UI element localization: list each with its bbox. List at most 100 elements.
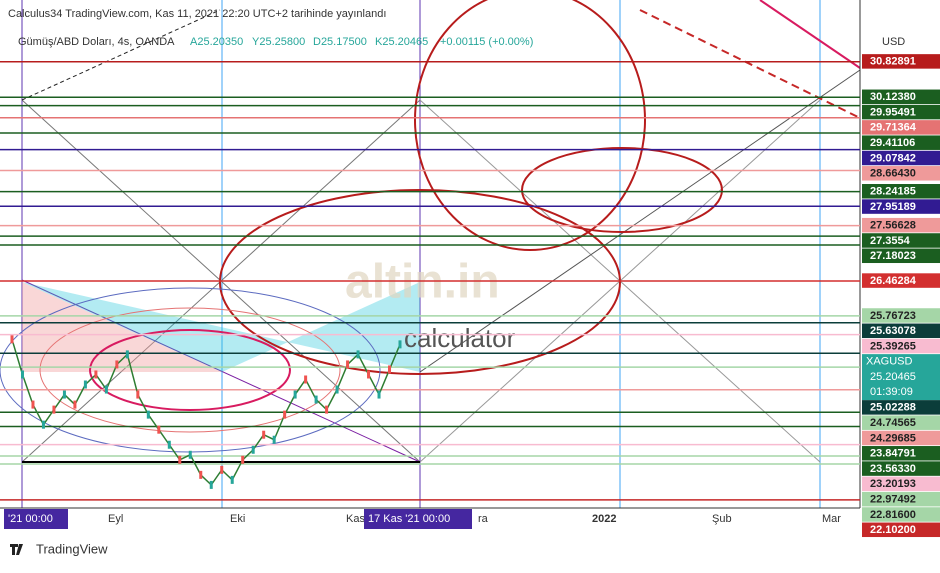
x-tick-label: '21 00:00 [8,513,53,525]
candle [346,360,350,369]
y-tick-label: 29.41106 [870,137,915,149]
price-label-box [862,104,940,120]
y-tick-label: 29.71364 [870,122,917,134]
candle [367,370,371,379]
chart-title: Calculus34 TradingView.com, Kas 11, 2021… [8,8,386,20]
candle [272,435,276,444]
candle [41,420,45,429]
footer: TradingView [36,541,108,556]
price-label-box [862,446,940,461]
candle [220,465,224,474]
y-tick-label: 29.07842 [870,152,916,164]
x-tick-label: Şub [712,513,732,525]
price-label-box [862,400,940,415]
y-tick-label: 30.82891 [870,56,916,68]
price-label-box [862,184,940,199]
candle [262,430,266,439]
candle [241,455,245,464]
x-tick-label: Eyl [108,513,123,525]
candle [83,380,87,389]
x-label-box [364,509,472,529]
price-line [11,339,401,487]
candle [10,335,14,344]
y-tick-label: 27.3554 [870,235,911,247]
x-tick-label: ra [478,513,489,525]
countdown: 01:39:09 [870,386,913,398]
y-tick-label: 26.46284 [870,275,917,287]
candle [293,390,297,399]
price-label-box [862,323,940,339]
y-tick-label: 25.76723 [870,310,916,322]
candle [398,340,402,349]
last-price-tag: XAGUSD [866,356,913,368]
price-label-box [862,273,940,288]
candle [167,440,171,449]
logo [10,544,23,555]
price-label-box [862,308,940,323]
last-price: 25.20465 [870,371,916,383]
candle [377,390,381,399]
candle [94,370,98,379]
watermark: altin.in [345,256,500,309]
price-label-box [862,491,940,507]
price-label-box [862,233,940,248]
y-tick-label: 28.66430 [870,168,916,180]
y-tick-label: 27.56628 [870,219,916,231]
last-price-box [862,354,940,401]
y-tick-label: 25.02288 [870,402,916,414]
price-label-box [862,507,940,522]
candle [209,480,213,489]
candle [188,450,192,459]
watermark: calculator [404,323,516,353]
y-tick-label: 23.20193 [870,478,916,490]
candle [325,405,329,414]
x-tick-label: 2022 [592,513,616,525]
price-label-box [862,522,940,538]
x-tick-label: 17 Kas '21 00:00 [368,513,450,525]
ohlc: K25.20465 [375,36,428,48]
candle [251,445,255,454]
y-tick-label: 25.39265 [870,340,916,352]
y-tick-label: 29.95491 [870,106,916,118]
candle [31,400,35,409]
price-label-box [862,248,940,264]
price-label-box [862,166,940,181]
symbol: Gümüş/ABD Doları, 4s, OANDA [18,36,175,48]
price-label-box [862,476,940,492]
x-tick-label: Eki [230,513,245,525]
drawings [0,0,861,509]
candle [62,390,66,399]
price-label-box [862,338,940,354]
candle [356,350,360,359]
candle [335,385,339,394]
x-label-box [4,509,68,529]
y-tick-label: 22.97492 [870,493,916,505]
price-label-box [862,430,940,446]
candle [20,370,24,379]
candle [52,405,56,414]
candle [304,375,308,384]
currency: USD [882,36,905,48]
price-label-box [862,54,940,69]
candle [115,360,119,369]
price-label-box [862,217,940,233]
ohlc: +0.00115 (+0.00%) [440,36,533,48]
ohlc: A25.20350 [190,36,243,48]
y-tick-label: 27.18023 [870,250,916,262]
candle [199,470,203,479]
x-tick-label: Kas [346,513,365,525]
price-label-box [862,120,940,135]
ohlc: D25.17500 [313,36,367,48]
candle [73,400,77,409]
y-tick-label: 22.10200 [870,524,916,536]
candle [388,365,392,374]
candle [230,475,234,484]
candle [157,425,161,434]
candle [314,395,318,404]
y-tick-label: 22.81600 [870,509,916,521]
price-label-box [862,461,940,476]
candle [178,455,182,464]
candle [136,390,140,399]
price-label-box [862,135,940,150]
